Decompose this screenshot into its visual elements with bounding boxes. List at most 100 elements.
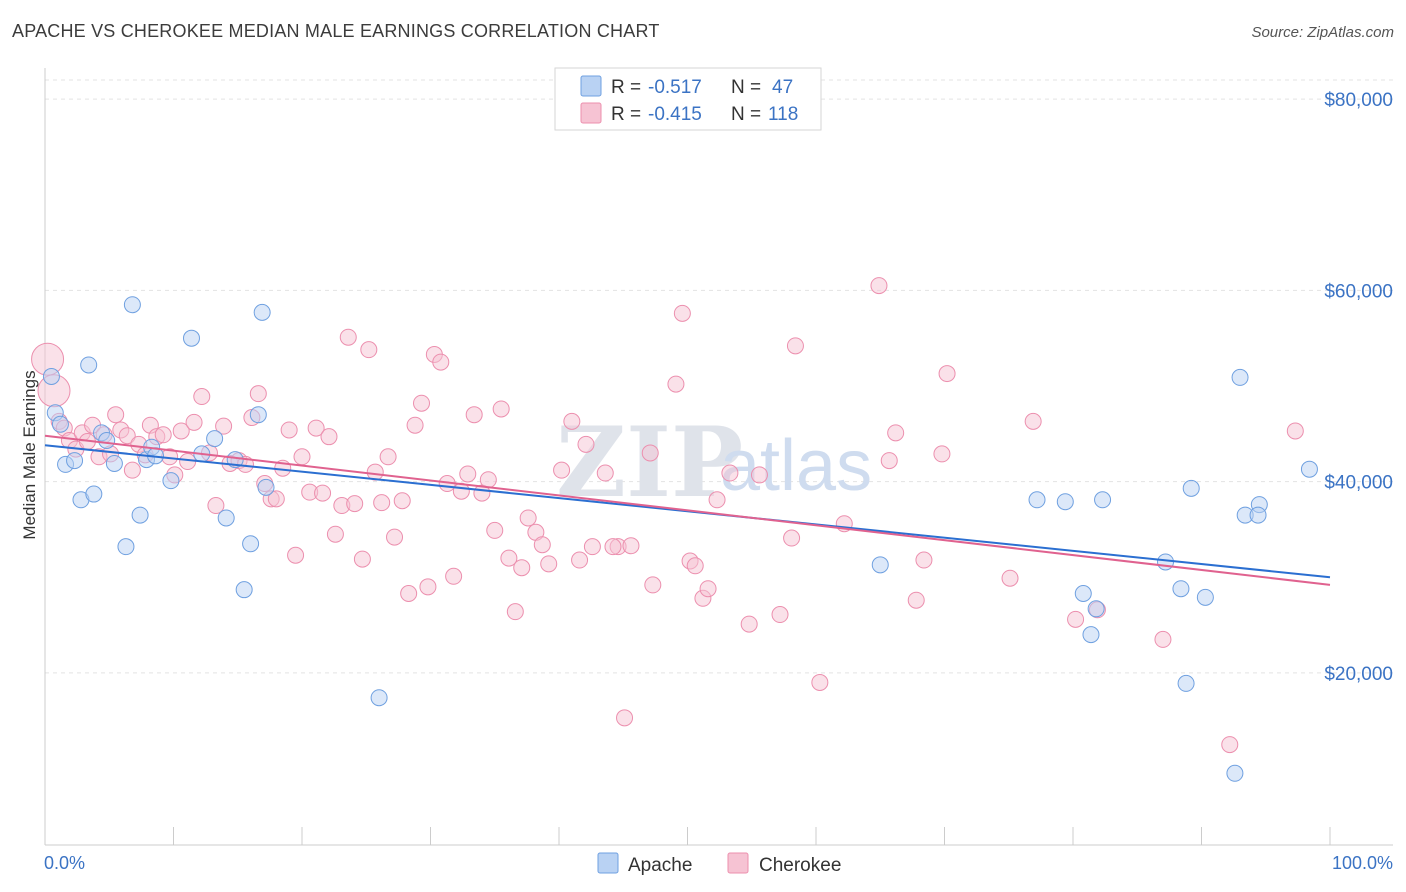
cherokee-point — [577, 435, 595, 453]
cherokee-point — [933, 445, 951, 463]
cherokee-point — [596, 464, 614, 482]
cherokee-point — [267, 490, 285, 508]
apache-point — [1249, 506, 1267, 524]
cherokee-trend-line — [44, 434, 1331, 586]
cherokee-point — [346, 495, 364, 513]
legend: R = -0.517 N = 47 R = -0.415 N = 118 — [554, 67, 822, 131]
cherokee-point — [506, 603, 524, 621]
legend-r-value-cherokee: -0.415 — [648, 104, 702, 125]
cherokee-point — [811, 673, 829, 691]
legend-r-label-cherokee: R = — [611, 104, 641, 125]
apache-point — [162, 472, 180, 490]
legend-r-label-apache: R = — [611, 77, 641, 98]
cherokee-point — [486, 521, 504, 539]
cherokee-point — [1154, 630, 1172, 648]
apache-point — [1231, 368, 1249, 386]
bottom-legend-swatch-cherokee — [727, 852, 749, 874]
cherokee-point — [118, 427, 136, 445]
cherokee-point — [386, 528, 404, 546]
cherokee-point — [339, 328, 357, 346]
cherokee-point — [107, 406, 125, 424]
cherokee-point — [519, 509, 537, 527]
cherokee-point — [479, 471, 497, 489]
apache-point — [117, 538, 135, 556]
bottom-legend: Apache Cherokee — [597, 852, 841, 876]
cherokee-point — [533, 536, 551, 554]
legend-n-label-apache: N = — [731, 77, 761, 98]
cherokee-point — [287, 546, 305, 564]
cherokee-point — [616, 709, 634, 727]
apache-point — [123, 296, 141, 314]
cherokee-point — [938, 365, 956, 383]
apache-point — [253, 303, 271, 321]
cherokee-point — [172, 422, 190, 440]
apache-point — [1074, 585, 1092, 603]
bottom-legend-swatch-apache — [597, 852, 619, 874]
cherokee-point — [353, 550, 371, 568]
cherokee-point — [154, 426, 172, 444]
apache-point — [370, 689, 388, 707]
cherokee-points — [31, 277, 1304, 754]
cherokee-point — [1067, 610, 1085, 628]
cherokee-point — [185, 413, 203, 431]
legend-n-value-apache: 47 — [772, 77, 793, 98]
legend-r-value-apache: -0.517 — [648, 77, 702, 98]
cherokee-point — [721, 464, 739, 482]
legend-swatch-cherokee — [580, 102, 602, 124]
cherokee-point — [641, 444, 659, 462]
cherokee-point — [783, 529, 801, 547]
apache-point — [235, 581, 253, 599]
bottom-legend-apache: Apache — [628, 855, 692, 876]
cherokee-point — [1221, 736, 1239, 754]
y-tick-label: $80,000 — [1324, 90, 1393, 111]
cherokee-point — [915, 551, 933, 569]
apache-point — [1056, 493, 1074, 511]
cherokee-point — [465, 406, 483, 424]
cherokee-point — [571, 551, 589, 569]
apache-point — [1094, 491, 1112, 509]
cherokee-point — [314, 484, 332, 502]
apache-point — [257, 478, 275, 496]
cherokee-point — [786, 337, 804, 355]
cherokee-point — [622, 537, 640, 555]
apache-point — [51, 415, 69, 433]
y-tick-label: $40,000 — [1324, 473, 1393, 494]
cherokee-point — [193, 388, 211, 406]
x-tick-label: 100.0% — [1332, 853, 1393, 873]
apache-point — [206, 430, 224, 448]
cherokee-point — [1024, 412, 1042, 430]
cherokee-point — [379, 448, 397, 466]
axes — [44, 68, 1393, 846]
apache-point — [1028, 491, 1046, 509]
cherokee-point — [771, 606, 789, 624]
cherokee-point — [123, 461, 141, 479]
cherokee-point — [750, 466, 768, 484]
cherokee-point — [644, 576, 662, 594]
cherokee-point — [887, 424, 905, 442]
y-tick-label: $60,000 — [1324, 281, 1393, 302]
apache-point — [1300, 460, 1318, 478]
cherokee-point — [432, 353, 450, 371]
cherokee-point — [393, 492, 411, 510]
cherokee-point — [686, 557, 704, 575]
cherokee-point — [667, 375, 685, 393]
apache-point — [249, 406, 267, 424]
apache-point — [242, 535, 260, 553]
y-tick-label: $20,000 — [1324, 664, 1393, 685]
apache-point — [1082, 626, 1100, 644]
cherokee-point — [293, 448, 311, 466]
apache-point — [1177, 674, 1195, 692]
cherokee-point — [583, 538, 601, 556]
apache-point — [182, 329, 200, 347]
cherokee-point — [445, 567, 463, 585]
x-tick-label: 0.0% — [44, 853, 85, 873]
legend-n-value-cherokee: 118 — [768, 104, 798, 125]
apache-point — [105, 454, 123, 472]
cherokee-point — [870, 277, 888, 295]
cherokee-point — [492, 400, 510, 418]
cherokee-point — [320, 428, 338, 446]
apache-point — [1172, 580, 1190, 598]
cherokee-point — [1286, 422, 1304, 440]
apache-point — [1196, 588, 1214, 606]
